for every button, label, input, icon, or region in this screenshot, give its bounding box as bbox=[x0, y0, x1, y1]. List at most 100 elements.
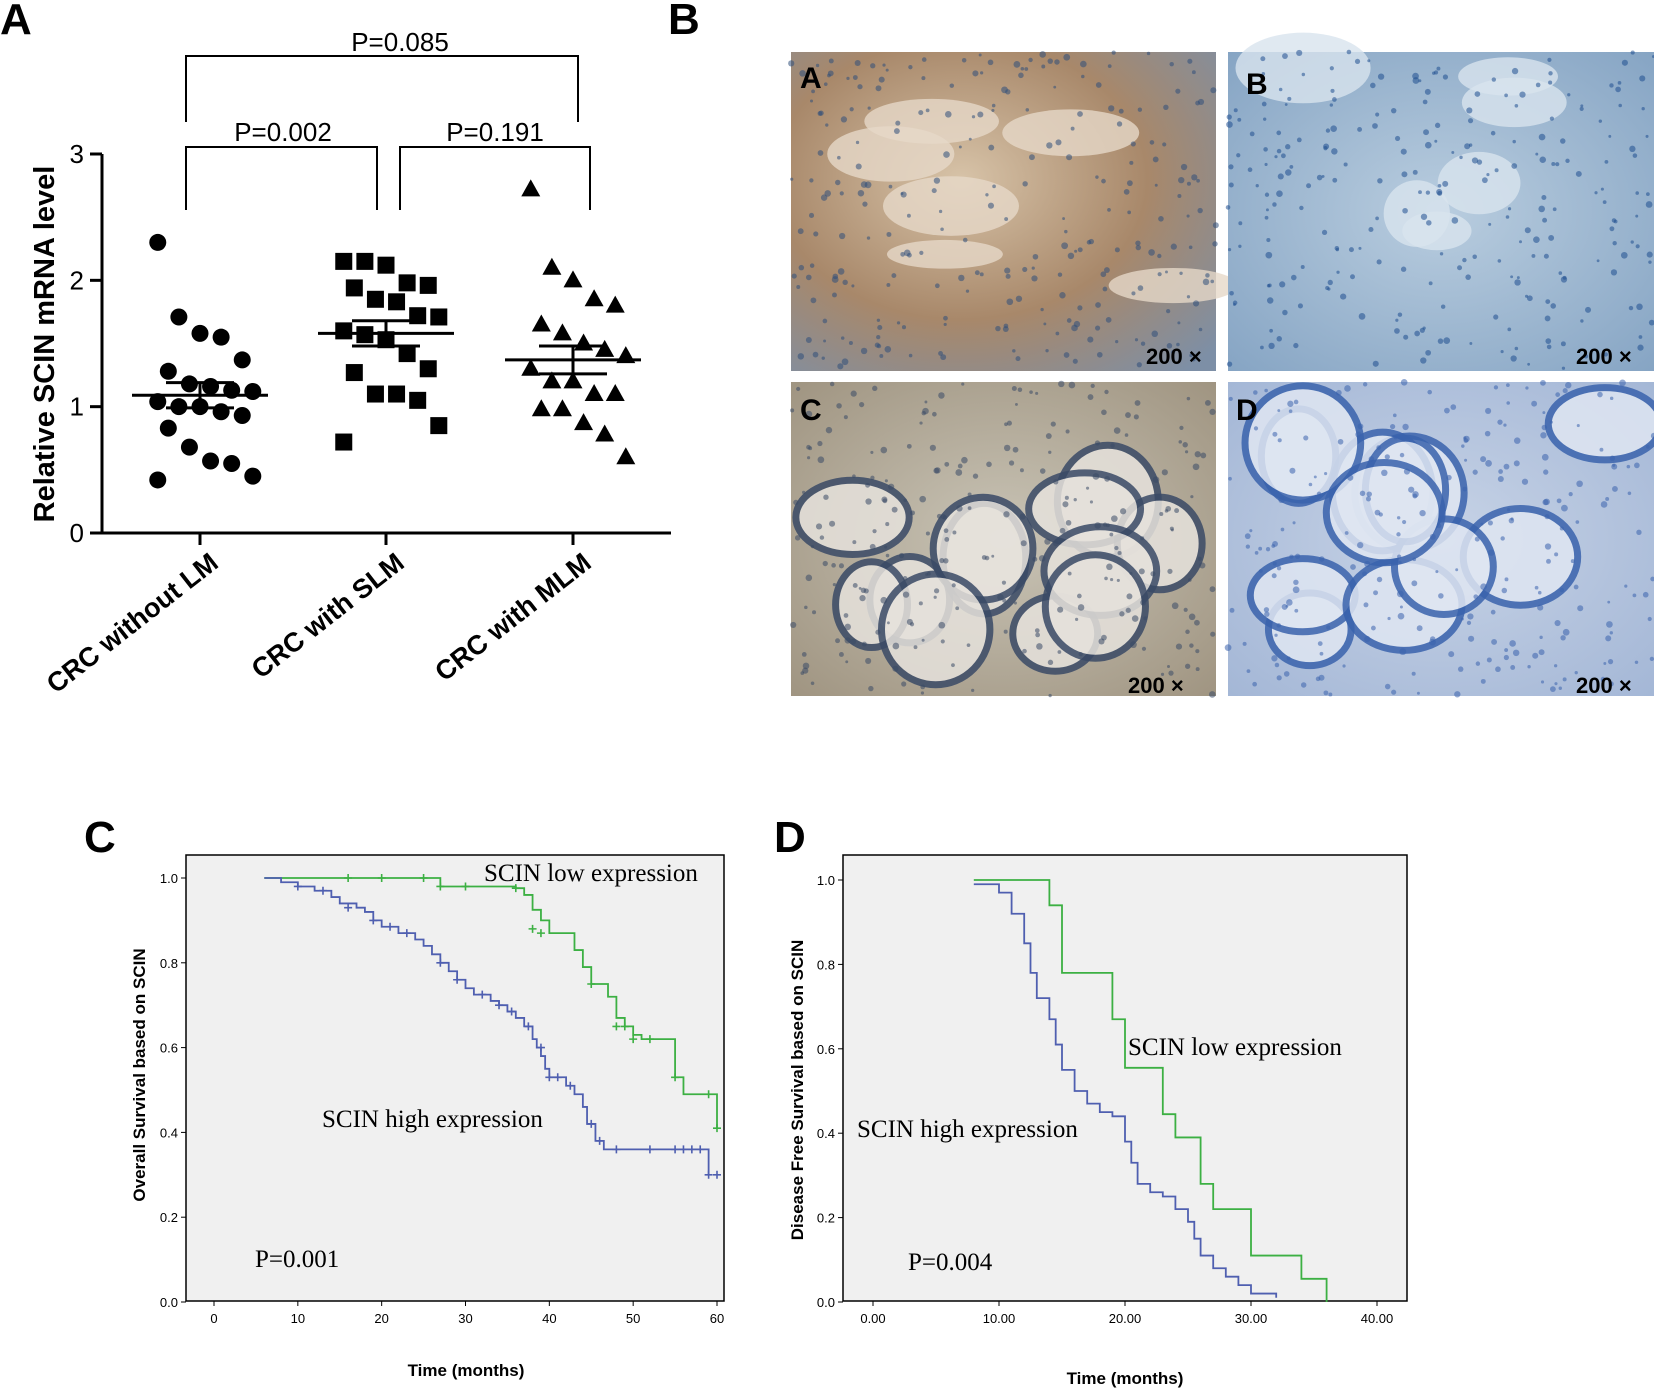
tissue-nucleus bbox=[1503, 463, 1510, 470]
tissue-nucleus bbox=[1457, 265, 1463, 271]
tissue-nucleus bbox=[1011, 386, 1017, 392]
tissue-nucleus bbox=[1179, 271, 1183, 275]
series-label-high-c: SCIN high expression bbox=[322, 1106, 543, 1133]
tissue-gland bbox=[1544, 384, 1654, 464]
tissue-nucleus bbox=[1104, 576, 1108, 581]
tissue-nucleus bbox=[934, 467, 941, 474]
tissue-nucleus bbox=[1609, 226, 1615, 232]
tissue-nucleus bbox=[1619, 379, 1626, 387]
tissue-nucleus bbox=[961, 382, 965, 386]
tissue-nucleus bbox=[885, 553, 890, 558]
tissue-nucleus bbox=[933, 177, 941, 184]
tissue-nucleus bbox=[1545, 299, 1551, 304]
tissue-nucleus bbox=[1110, 578, 1114, 582]
tissue-nucleus bbox=[957, 463, 963, 469]
tissue-nucleus bbox=[829, 381, 835, 387]
tissue-nucleus bbox=[1350, 564, 1356, 570]
tissue-nucleus bbox=[1005, 273, 1011, 279]
tissue-nucleus bbox=[1135, 240, 1141, 246]
tissue-nucleus bbox=[1175, 643, 1183, 650]
tissue-nucleus bbox=[1598, 119, 1603, 123]
tissue-nucleus bbox=[1247, 167, 1253, 173]
tissue-nucleus bbox=[1022, 648, 1027, 654]
tissue-nucleus bbox=[1163, 104, 1169, 111]
tissue-nucleus bbox=[1022, 181, 1028, 187]
tissue-nucleus bbox=[1412, 72, 1419, 80]
tissue-nucleus bbox=[796, 285, 801, 289]
tissue-nucleus bbox=[1015, 356, 1021, 362]
tissue-nucleus bbox=[1376, 445, 1382, 450]
data-point-a bbox=[335, 433, 353, 451]
tissue-nucleus bbox=[1260, 56, 1266, 62]
tissue-nucleus bbox=[1387, 616, 1391, 621]
tissue-nucleus bbox=[1067, 571, 1072, 576]
tissue-nucleus bbox=[1648, 319, 1654, 326]
tissue-nucleus bbox=[1340, 293, 1347, 300]
tissue-nucleus bbox=[1047, 659, 1054, 666]
tissue-nucleus bbox=[892, 642, 900, 650]
tissue-nucleus bbox=[1255, 184, 1259, 188]
tissue-nucleus bbox=[901, 325, 907, 330]
tissue-nucleus bbox=[1176, 342, 1180, 347]
tissue-nucleus bbox=[1209, 586, 1216, 593]
tissue-nucleus bbox=[1600, 679, 1604, 683]
tissue-nucleus bbox=[1549, 116, 1554, 121]
panel-letter-b: B bbox=[668, 0, 700, 44]
tissue-nucleus bbox=[1276, 675, 1282, 681]
tissue-nucleus bbox=[1189, 643, 1194, 648]
panel-letter-a: A bbox=[0, 0, 32, 44]
tissue-nucleus bbox=[1358, 246, 1362, 250]
tissue-nucleus bbox=[815, 63, 820, 68]
tissue-nucleus bbox=[1064, 495, 1069, 500]
tissue-nucleus bbox=[1293, 579, 1299, 586]
tissue-nucleus bbox=[1174, 508, 1180, 514]
censor-mark-c bbox=[545, 1073, 554, 1082]
tissue-nucleus bbox=[808, 446, 813, 451]
ihc-tile-label-b: B bbox=[1246, 68, 1268, 101]
tissue-nucleus bbox=[1437, 338, 1444, 344]
tissue-nucleus bbox=[1053, 479, 1059, 485]
tissue-nucleus bbox=[1648, 260, 1652, 264]
tissue-nucleus bbox=[1504, 577, 1509, 582]
tissue-nucleus bbox=[1418, 190, 1422, 195]
tissue-nucleus bbox=[1570, 559, 1575, 564]
tissue-nucleus bbox=[1514, 346, 1519, 351]
tissue-nucleus bbox=[1323, 146, 1328, 151]
tissue-nucleus bbox=[1439, 252, 1444, 256]
tissue-nucleus bbox=[1169, 61, 1174, 67]
tissue-nucleus bbox=[880, 446, 888, 454]
tissue-nucleus bbox=[805, 574, 813, 582]
tissue-nucleus bbox=[1062, 501, 1069, 508]
tissue-nucleus bbox=[811, 89, 815, 94]
tissue-nucleus bbox=[1393, 435, 1398, 440]
tissue-nucleus bbox=[1510, 355, 1517, 362]
tissue-nucleus bbox=[1504, 93, 1508, 98]
tissue-nucleus bbox=[991, 554, 995, 558]
x-tick-label-c: 10 bbox=[291, 1311, 305, 1326]
tissue-nucleus bbox=[1332, 97, 1337, 102]
data-point-a bbox=[563, 270, 583, 288]
tissue-nucleus bbox=[1258, 546, 1263, 551]
tissue-nucleus bbox=[1537, 604, 1544, 611]
data-point-a bbox=[409, 391, 427, 409]
censor-mark-c bbox=[453, 975, 462, 984]
p-value-d: P=0.004 bbox=[908, 1249, 993, 1276]
tissue-nucleus bbox=[1535, 82, 1541, 88]
tissue-nucleus bbox=[1512, 139, 1516, 144]
tissue-nucleus bbox=[1513, 437, 1521, 444]
tissue-nucleus bbox=[1191, 357, 1196, 362]
censor-mark-c bbox=[436, 958, 445, 967]
data-point-a bbox=[335, 322, 353, 340]
tissue-nucleus bbox=[1462, 257, 1467, 263]
tissue-nucleus bbox=[860, 587, 867, 594]
tissue-nucleus bbox=[1597, 391, 1603, 398]
censor-mark-c bbox=[536, 1043, 545, 1052]
data-point-a bbox=[202, 452, 220, 470]
tissue-nucleus bbox=[1549, 420, 1553, 424]
censor-mark-c bbox=[645, 1035, 654, 1044]
tissue-nucleus bbox=[1443, 337, 1451, 344]
tissue-nucleus bbox=[1580, 104, 1584, 108]
tissue-nucleus bbox=[1131, 291, 1136, 296]
tissue-nucleus bbox=[865, 482, 871, 488]
tissue-nucleus bbox=[1539, 156, 1547, 164]
